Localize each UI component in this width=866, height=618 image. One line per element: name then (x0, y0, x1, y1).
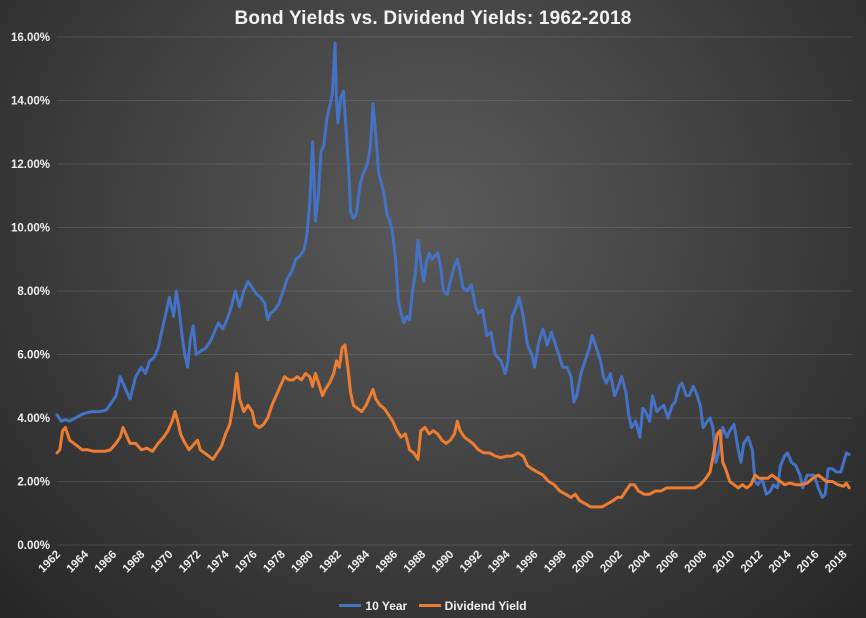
y-tick-label: 14.00% (11, 96, 50, 108)
y-tick-label: 4.00% (17, 413, 50, 425)
x-tick-label: 1990 (430, 549, 457, 576)
x-tick-label: 1962 (37, 549, 64, 576)
x-tick-label: 1980 (289, 549, 316, 576)
y-tick-label: 8.00% (17, 286, 50, 298)
x-tick-label: 1998 (542, 548, 569, 575)
legend-label-dividend-yield: Dividend Yield (444, 598, 527, 613)
legend-swatch-dividend-yield (418, 604, 441, 607)
x-tick-label: 2006 (655, 549, 682, 576)
x-tick-label: 2010 (711, 549, 738, 576)
y-tick-label: 0.00% (17, 540, 50, 552)
chart-title: Bond Yields vs. Dividend Yields: 1962-20… (234, 8, 632, 29)
x-tick-label: 1986 (374, 549, 401, 576)
y-tick-label: 12.00% (11, 159, 50, 171)
x-tick-label: 2016 (795, 549, 822, 576)
x-tick-label: 1978 (261, 548, 288, 575)
x-tick-label: 1970 (149, 549, 176, 576)
x-tick-label: 2004 (626, 548, 653, 575)
x-tick-label: 1992 (458, 549, 485, 576)
series-line-dividend-yield (55, 343, 851, 509)
x-tick-label: 1972 (177, 549, 204, 576)
legend-item-10-year: 10 Year (339, 599, 407, 613)
y-tick-label: 16.00% (11, 32, 50, 44)
x-tick-label: 1974 (205, 548, 232, 575)
x-tick-label: 1968 (121, 548, 148, 575)
legend-swatch-10-year (339, 604, 362, 607)
x-tick-label: 1988 (402, 548, 429, 575)
x-tick-label: 2012 (739, 549, 766, 576)
x-tick-label: 1982 (317, 549, 344, 576)
legend: 10 Year Dividend Yield (0, 596, 866, 613)
series-line-10-year (55, 41, 851, 499)
x-tick-label: 1966 (93, 549, 120, 576)
x-tick-label: 1984 (346, 548, 373, 575)
x-tick-label: 1994 (486, 548, 513, 575)
x-tick-label: 2008 (683, 548, 710, 575)
y-tick-label: 2.00% (17, 477, 50, 489)
legend-label-10-year: 10 Year (365, 598, 408, 613)
x-tick-label: 1976 (233, 549, 260, 576)
legend-item-dividend-yield: Dividend Yield (418, 598, 527, 613)
x-tick-label: 2014 (767, 548, 794, 575)
x-tick-label: 1996 (514, 549, 541, 576)
y-tick-label: 10.00% (11, 223, 50, 235)
x-tick-label: 1964 (65, 548, 92, 575)
y-tick-label: 6.00% (17, 350, 50, 362)
x-tick-label: 2018 (823, 548, 850, 575)
x-tick-label: 2002 (598, 549, 625, 576)
x-tick-label: 2000 (570, 549, 597, 576)
